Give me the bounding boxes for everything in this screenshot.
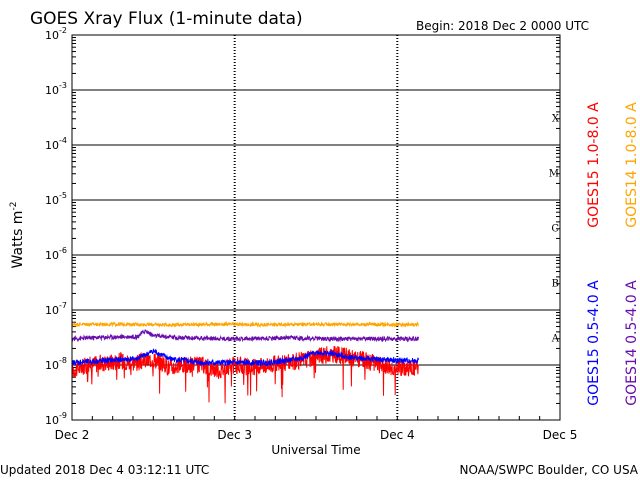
series-line-goes14-0-5-4-0-a — [71, 329, 419, 343]
y-tick-base: 10 — [45, 304, 59, 317]
y-axis-label-text: Watts m — [10, 211, 26, 269]
y-tick-label: 10-7 — [45, 301, 67, 317]
y-tick-label: 10-8 — [45, 356, 67, 372]
y-tick-base: 10 — [45, 359, 59, 372]
legend: GOES15 1.0-8.0 A GOES14 1.0-8.0 A GOES15 0… — [586, 102, 640, 406]
x-tick-label: Dec 4 — [380, 428, 415, 442]
y-tick-exp: -4 — [59, 136, 67, 145]
y-axis-label-sup: -2 — [9, 202, 19, 211]
y-tick-label: 10-9 — [45, 411, 67, 427]
updated-time: Updated 2018 Dec 4 03:12:11 UTC — [0, 463, 209, 477]
y-tick-base: 10 — [45, 84, 59, 97]
legend-entry: GOES15 0.5-4.0 A — [586, 280, 602, 406]
y-tick-base: 10 — [45, 249, 59, 262]
y-tick-exp: -8 — [59, 356, 67, 365]
y-tick-exp: -3 — [59, 81, 67, 90]
x-tick-label: Dec 5 — [543, 428, 578, 442]
y-tick-label: 10-6 — [45, 246, 67, 262]
legend-entry: GOES14 1.0-8.0 A — [624, 102, 640, 228]
y-tick-base: 10 — [45, 194, 59, 207]
y-tick-exp: -6 — [59, 246, 67, 255]
series-line-goes15-0-5-4-0-a — [71, 348, 419, 368]
y-tick-exp: -2 — [59, 26, 67, 35]
x-axis-label: Universal Time — [271, 443, 360, 457]
y-tick-labels: 10-210-310-410-510-610-710-810-9 — [45, 26, 67, 427]
y-tick-base: 10 — [45, 29, 59, 42]
flare-class-label: X — [552, 114, 560, 125]
y-tick-label: 10-2 — [45, 26, 67, 42]
x-tick-label: Dec 2 — [55, 428, 90, 442]
y-axis-label: Watts m-2 — [9, 202, 26, 269]
chart-title: GOES Xray Flux (1-minute data) — [30, 9, 303, 29]
y-tick-base: 10 — [45, 139, 59, 152]
series-lines — [71, 320, 419, 404]
y-tick-exp: -7 — [59, 301, 67, 310]
series-line-goes15-1-0-8-0-a — [71, 345, 419, 404]
x-tick-label: Dec 3 — [217, 428, 252, 442]
y-tick-label: 10-5 — [45, 191, 67, 207]
flare-class-label: C — [551, 224, 559, 235]
y-tick-exp: -9 — [59, 411, 67, 420]
plot-frame — [71, 34, 561, 421]
flare-class-label: B — [552, 279, 559, 290]
y-tick-label: 10-3 — [45, 81, 67, 97]
y-tick-base: 10 — [45, 414, 59, 427]
flare-class-label: M — [549, 169, 559, 180]
series-line-goes14-1-0-8-0-a — [71, 320, 419, 329]
y-tick-exp: -5 — [59, 191, 67, 200]
y-tick-label: 10-4 — [45, 136, 67, 152]
flare-class-labels: X M C B A — [549, 114, 560, 345]
legend-entry: GOES14 0.5-4.0 A — [624, 280, 640, 406]
flare-class-label: A — [551, 334, 560, 345]
legend-entry: GOES15 1.0-8.0 A — [586, 102, 602, 228]
credit: NOAA/SWPC Boulder, CO USA — [460, 463, 639, 477]
x-tick-labels: Dec 2 Dec 3 Dec 4 Dec 5 — [55, 428, 578, 442]
begin-time: Begin: 2018 Dec 2 0000 UTC — [416, 19, 589, 33]
